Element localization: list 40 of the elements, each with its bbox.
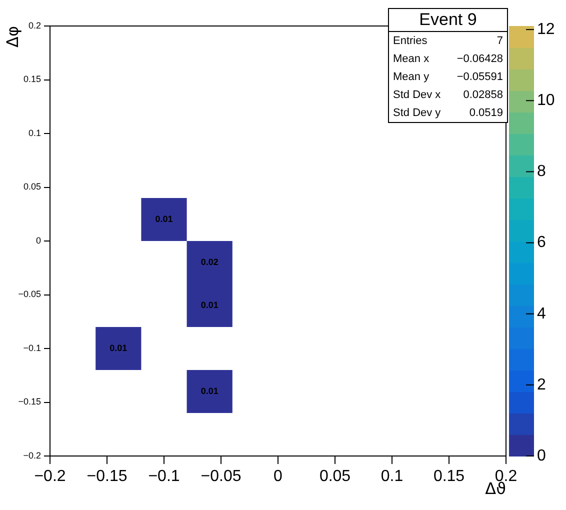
x-tick-label: 0 [274,468,283,486]
y-tick-label: 0.2 [28,20,41,30]
annotation: Mean x [393,53,430,65]
data-label: 0.02 [200,256,218,267]
x-tick-label: 0.1 [380,468,404,486]
annotation: Entries [393,35,428,47]
y-tick-label: −0.05 [18,289,41,300]
y-tick-label: −0.2 [23,450,41,460]
data-label: 0.01 [155,214,173,224]
color-bar-label: 2 [537,376,546,394]
color-bar-label: 12 [537,20,555,38]
y-tick-label: 0.15 [23,74,41,84]
annotation: −0.05591 [456,71,503,83]
y-tick-label: 0.05 [23,182,41,192]
annotation: Std Dev x [393,89,441,101]
y-tick-label: −0.15 [18,396,41,407]
color-bar-label: 10 [537,92,555,110]
x-tick-label: 0.15 [433,468,465,486]
annotation: 7 [496,35,503,47]
x-tick-label: 0.05 [319,468,351,486]
annotation: 0.02858 [463,89,503,101]
y-axis-title: Δφ [3,26,22,48]
x-tick-label: −0.05 [200,468,242,486]
x-tick-label: −0.1 [148,468,180,486]
data-label: 0.01 [110,342,128,353]
color-bar-label: 4 [537,305,546,322]
y-tick-label: 0.1 [28,128,41,138]
color-bar-label: 0 [537,447,546,464]
annotation: Event 9 [389,9,507,32]
annotation: Std Dev y [393,107,441,119]
data-label: 0.01 [200,300,218,310]
annotation: Mean y [393,71,430,83]
y-tick-label: −0.1 [23,342,41,353]
annotation: −0.06428 [456,53,503,65]
y-tick-label: 0 [36,235,41,246]
x-tick-label: −0.15 [86,468,128,486]
data-label: 0.01 [200,386,218,396]
annotation: 0.0519 [469,107,503,119]
color-bar-label: 6 [537,234,546,252]
color-bar-label: 8 [537,163,546,180]
